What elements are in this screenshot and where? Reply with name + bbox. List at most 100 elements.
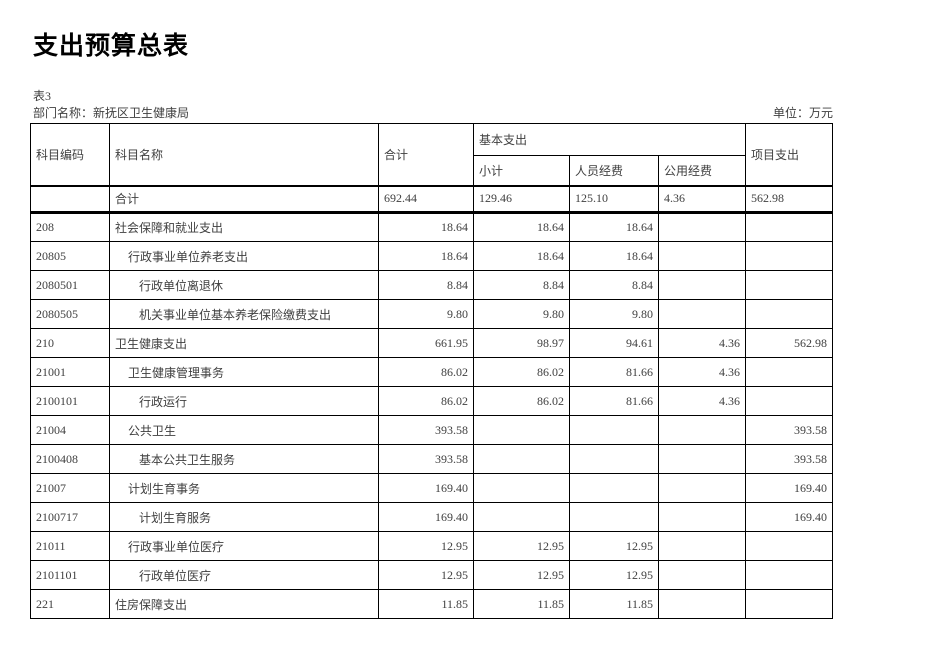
row-project-expenditure: 169.40	[745, 473, 833, 503]
row-project-expenditure	[745, 357, 833, 387]
table-row: 2101101 行政单位医疗 12.95 12.95 12.95	[30, 560, 833, 590]
col-header-subject-code: 科目编码	[30, 123, 110, 186]
row-subject-code: 2100408	[30, 444, 110, 474]
row-subject-name: 行政事业单位养老支出	[109, 241, 379, 271]
row-personnel-funds: 8.84	[569, 270, 659, 300]
row-total: 12.95	[378, 531, 474, 561]
row-subject-code: 21001	[30, 357, 110, 387]
row-personnel-funds: 11.85	[569, 589, 659, 619]
row-subject-name: 机关事业单位基本养老保险缴费支出	[109, 299, 379, 329]
row-project-expenditure: 562.98	[745, 328, 833, 358]
table-row: 2100101 行政运行 86.02 86.02 81.66 4.36	[30, 386, 833, 416]
row-project-expenditure	[745, 270, 833, 300]
total-row-code	[30, 184, 110, 214]
header-row-2: 小计 人员经费 公用经费	[31, 155, 833, 186]
row-total: 661.95	[378, 328, 474, 358]
row-subject-code: 2080501	[30, 270, 110, 300]
row-basic-subtotal	[473, 473, 570, 503]
budget-table: 科目编码 科目名称 合计 基本支出 项目支出 小计 人员经费 公用经费 合计 6…	[30, 123, 833, 619]
row-public-funds	[658, 502, 746, 532]
row-personnel-funds: 81.66	[569, 386, 659, 416]
row-basic-subtotal	[473, 502, 570, 532]
row-basic-subtotal: 18.64	[473, 212, 570, 242]
row-personnel-funds	[569, 502, 659, 532]
row-personnel-funds: 81.66	[569, 357, 659, 387]
table-header: 科目编码 科目名称 合计 基本支出 项目支出 小计 人员经费 公用经费	[30, 123, 833, 186]
row-project-expenditure	[745, 241, 833, 271]
row-public-funds	[658, 531, 746, 561]
row-subject-name: 社会保障和就业支出	[109, 212, 379, 242]
row-basic-subtotal	[473, 444, 570, 474]
row-subject-name: 卫生健康支出	[109, 328, 379, 358]
table-row: 21011 行政事业单位医疗 12.95 12.95 12.95	[30, 531, 833, 561]
row-public-funds	[658, 473, 746, 503]
row-subject-name: 行政运行	[109, 386, 379, 416]
row-public-funds: 4.36	[658, 386, 746, 416]
row-public-funds	[658, 212, 746, 242]
row-public-funds	[658, 270, 746, 300]
col-header-project-expenditure: 项目支出	[745, 123, 833, 186]
row-public-funds: 4.36	[658, 357, 746, 387]
row-total: 18.64	[378, 241, 474, 271]
row-subject-name: 行政单位医疗	[109, 560, 379, 590]
row-basic-subtotal: 86.02	[473, 386, 570, 416]
table-row: 2100408 基本公共卫生服务 393.58 393.58	[30, 444, 833, 474]
row-total: 11.85	[378, 589, 474, 619]
row-subject-code: 221	[30, 589, 110, 619]
row-subject-code: 2101101	[30, 560, 110, 590]
row-total: 169.40	[378, 473, 474, 503]
header-row-1: 科目编码 科目名称 合计 基本支出 项目支出	[30, 123, 833, 186]
col-header-personnel-funds: 人员经费	[569, 155, 659, 186]
row-project-expenditure	[745, 299, 833, 329]
col-header-basic-expenditure: 基本支出	[473, 123, 746, 156]
row-subject-code: 21007	[30, 473, 110, 503]
row-project-expenditure	[745, 589, 833, 619]
row-public-funds	[658, 299, 746, 329]
row-basic-subtotal: 12.95	[473, 531, 570, 561]
row-basic-subtotal	[473, 415, 570, 445]
total-row-personnel: 125.10	[569, 184, 659, 214]
row-public-funds	[658, 241, 746, 271]
row-total: 393.58	[378, 444, 474, 474]
page-title: 支出预算总表	[33, 33, 190, 60]
row-total: 86.02	[378, 386, 474, 416]
row-personnel-funds: 12.95	[569, 531, 659, 561]
table-row: 20805 行政事业单位养老支出 18.64 18.64 18.64	[30, 241, 833, 271]
row-basic-subtotal: 12.95	[473, 560, 570, 590]
table-row: 2080505 机关事业单位基本养老保险缴费支出 9.80 9.80 9.80	[30, 299, 833, 329]
row-basic-subtotal: 86.02	[473, 357, 570, 387]
row-subject-name: 计划生育服务	[109, 502, 379, 532]
row-public-funds: 4.36	[658, 328, 746, 358]
total-row-basic-subtotal: 129.46	[473, 184, 570, 214]
total-row-total: 692.44	[378, 184, 474, 214]
row-subject-code: 20805	[30, 241, 110, 271]
row-subject-name: 公共卫生	[109, 415, 379, 445]
table-row: 208 社会保障和就业支出 18.64 18.64 18.64	[30, 212, 833, 242]
row-subject-code: 208	[30, 212, 110, 242]
row-subject-code: 210	[30, 328, 110, 358]
row-project-expenditure	[745, 560, 833, 590]
row-subject-name: 行政事业单位医疗	[109, 531, 379, 561]
table-meta-line: 部门名称：新抚区卫生健康局 单位：万元	[33, 106, 833, 120]
table-row: 2100717 计划生育服务 169.40 169.40	[30, 502, 833, 532]
row-subject-code: 21004	[30, 415, 110, 445]
row-personnel-funds	[569, 415, 659, 445]
row-total: 393.58	[378, 415, 474, 445]
row-subject-name: 计划生育事务	[109, 473, 379, 503]
row-public-funds	[658, 560, 746, 590]
table-row: 21007 计划生育事务 169.40 169.40	[30, 473, 833, 503]
row-subject-name: 行政单位离退休	[109, 270, 379, 300]
table-total-row: 合计 692.44 129.46 125.10 4.36 562.98	[30, 184, 833, 214]
row-total: 8.84	[378, 270, 474, 300]
row-personnel-funds: 18.64	[569, 212, 659, 242]
row-personnel-funds: 94.61	[569, 328, 659, 358]
department-name-label: 部门名称：新抚区卫生健康局	[33, 106, 190, 120]
row-project-expenditure	[745, 531, 833, 561]
row-basic-subtotal: 11.85	[473, 589, 570, 619]
unit-label: 单位：万元	[772, 106, 833, 120]
row-project-expenditure: 393.58	[745, 415, 833, 445]
col-header-total: 合计	[378, 123, 474, 186]
row-total: 12.95	[378, 560, 474, 590]
col-header-public-funds: 公用经费	[658, 155, 746, 186]
row-subject-name: 卫生健康管理事务	[109, 357, 379, 387]
